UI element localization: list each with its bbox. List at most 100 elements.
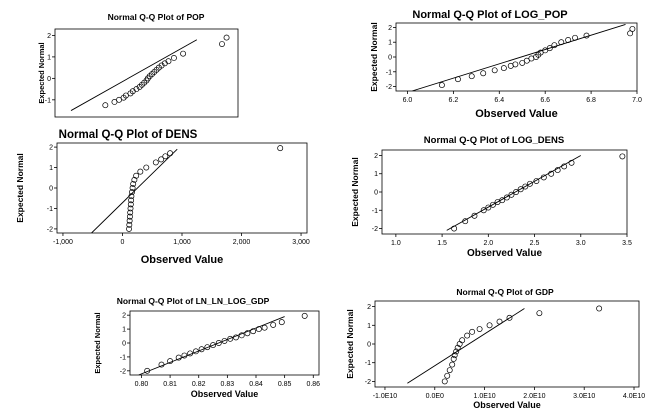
y-tick-label: 0 [388,55,392,62]
data-point [261,324,268,331]
data-point [517,186,524,193]
data-point [454,344,461,351]
data-point [137,168,144,175]
data-point [572,34,578,41]
x-tick-label: -1,000 [53,239,73,246]
data-point [131,176,138,183]
data-point [143,164,150,171]
plot-frame [374,300,640,388]
plot-area [70,34,230,111]
x-tick-label: 3.5 [622,240,632,247]
data-point [451,352,458,359]
data-point [450,356,457,362]
panel-title: Normal Q-Q Plot of DENS [59,129,198,141]
data-point [499,197,506,204]
y-axis-label: Expected Normal [15,153,25,222]
data-point [255,326,262,333]
panel-title: Normal Q-Q Plot of POP [108,12,205,22]
x-tick-label: 6.8 [586,97,596,104]
data-point [496,318,503,325]
y-tick-label: 0 [367,342,371,349]
data-point [533,178,540,184]
data-point [126,213,133,220]
data-point [162,153,169,160]
data-point [459,337,466,344]
x-tick-label: 0.0E0 [426,393,444,400]
y-tick-label: 1 [374,171,378,178]
data-point [537,49,544,56]
data-point [227,335,234,342]
data-point [301,312,308,319]
x-tick-label: 6.4 [494,97,504,104]
x-tick-label: 3.0E10 [573,393,595,400]
data-point [596,305,603,312]
data-point [133,172,140,179]
data-point [244,330,251,337]
data-point [503,194,510,201]
x-axis-label: Observed Value [467,248,542,259]
x-tick-label: 3.0 [576,240,586,247]
data-point [546,45,553,52]
data-point [508,191,515,198]
data-point [277,145,284,152]
y-tick-label: 0 [122,341,126,348]
x-tick-label: 0 [121,239,125,246]
plot-frame [395,22,638,92]
data-point [158,156,165,163]
data-point [181,352,188,359]
y-tick-label: -2 [365,379,371,386]
x-tick-label: 1,000 [173,239,191,246]
data-point [512,61,519,68]
data-point [500,65,507,72]
qq-panel-4: Normal Q-Q Plot of LOG_DENS -2 -1 0 1 2 1.0 1.5… [350,135,632,259]
data-point [126,225,132,232]
data-point [486,322,493,329]
data-point [128,197,135,204]
qq-panel-6: Normal Q-Q Plot of GDP -2 -1 0 1 2 -1.0E10 0.0E… [345,287,645,409]
qq-panel-3: Normal Q-Q Plot of DENS -2 -1 0 1 2 -1,000 0 1,0… [15,129,310,266]
data-point [130,180,137,187]
x-tick-label: 6.2 [449,97,459,104]
x-axis-label: Observed Value [475,108,558,120]
data-point [561,163,568,170]
data-point [192,348,199,355]
data-point [127,209,134,216]
data-point [453,348,460,355]
data-point [129,189,135,196]
y-tick-label: 1 [367,323,371,330]
reference-line [407,308,525,384]
y-axis-label: Expected Normal [369,22,379,91]
data-point [204,344,211,351]
plot-frame [381,149,628,235]
data-point [152,159,159,166]
y-tick-label: 1 [388,40,392,47]
data-point [491,67,498,74]
x-tick-label: 7.0 [632,97,642,104]
data-point [219,41,225,47]
y-tick-label: -2 [47,226,53,233]
y-tick-label: 2 [47,33,51,40]
data-point [462,218,469,225]
y-tick-label: -2 [372,226,378,233]
x-tick-label: 0.82 [192,381,206,388]
data-point [565,37,572,43]
y-tick-label: 1 [49,165,53,172]
data-point [170,55,177,61]
data-point [215,340,222,346]
x-tick-label: 0.83 [221,381,235,388]
x-tick-label: 0.81 [163,381,177,388]
data-point [223,34,230,41]
x-tick-label: 0.84 [249,381,263,388]
plot-area [91,145,284,233]
data-point [144,75,151,82]
x-tick-label: 1.0E10 [473,393,495,400]
qq-panel-5: Normal Q-Q Plot of LN_LN_LOG_GDP -2 -1 0 1 2 0… [93,296,320,399]
x-tick-label: 3,000 [292,239,310,246]
data-point [144,367,151,374]
data-point [441,378,448,385]
y-tick-label: -1 [47,206,53,213]
x-tick-label: 2.5 [530,240,540,247]
data-point [519,59,526,66]
